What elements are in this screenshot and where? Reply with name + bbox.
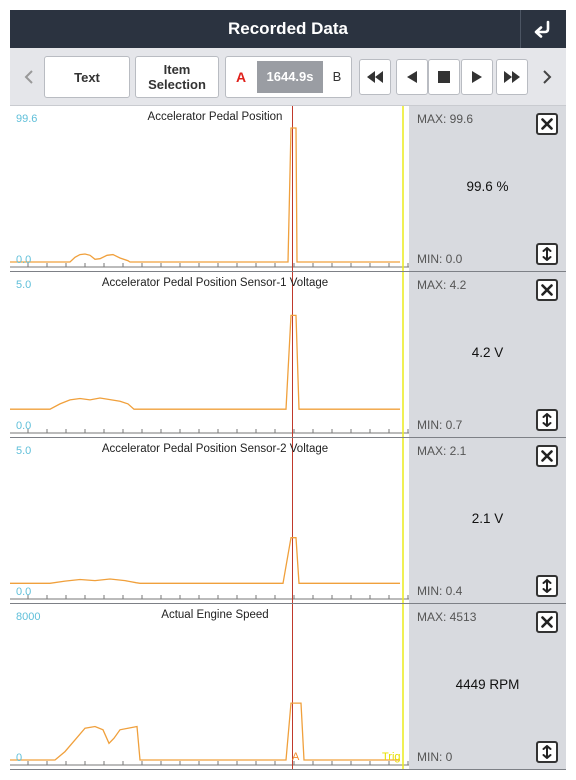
marker-a-button[interactable]: A: [235, 69, 247, 85]
value-sidebar: MAX: 2.1 2.1 V MIN: 0.4: [409, 438, 566, 603]
current-value: 99.6 %: [466, 179, 509, 194]
current-value: 4.2 V: [471, 345, 504, 360]
step-back-button[interactable]: [396, 59, 428, 95]
min-value-label: MIN: 0.0: [417, 252, 463, 266]
play-reverse-icon: [407, 71, 417, 83]
min-value-label: MIN: 0: [417, 750, 453, 764]
expand-vertical-icon: [542, 247, 552, 261]
close-panel-button[interactable]: [536, 279, 558, 301]
expand-vertical-icon: [542, 579, 552, 593]
current-value: 4449 RPM: [455, 677, 520, 692]
return-arrow-icon: [534, 20, 549, 38]
max-value-label: MAX: 2.1: [417, 444, 467, 458]
y-axis-max-label: 99.6: [16, 113, 38, 125]
fast-forward-icon: [504, 71, 520, 83]
trigger-label: Trig: [382, 751, 401, 763]
chevron-right-icon: [543, 70, 552, 84]
data-panel: 5.0 0.0 Accelerator Pedal Position Senso…: [10, 438, 566, 604]
recorded-data-screen: Recorded Data Text Item Selection A 1644…: [10, 10, 566, 772]
expand-vertical-icon: [542, 745, 552, 759]
text-view-button[interactable]: Text: [44, 56, 130, 98]
ab-marker-control: A 1644.9s B: [225, 56, 352, 98]
play-button[interactable]: [461, 59, 493, 95]
close-panel-button[interactable]: [536, 113, 558, 135]
min-value-label: MIN: 0.7: [417, 418, 463, 432]
max-value-label: MAX: 4.2: [417, 278, 467, 292]
y-axis-min-label: 0.0: [16, 420, 32, 432]
graph-svg: [10, 106, 409, 271]
expand-vertical-icon: [542, 413, 552, 427]
data-panel: 99.6 0.0 Accelerator Pedal Position MAX:…: [10, 106, 566, 272]
data-trace: [10, 537, 400, 584]
max-value-label: MAX: 4513: [417, 610, 477, 624]
graph-area[interactable]: 5.0 0.0 Accelerator Pedal Position Senso…: [10, 438, 409, 603]
close-panel-button[interactable]: [536, 611, 558, 633]
data-panel: 5.0 0.0 Accelerator Pedal Position Senso…: [10, 272, 566, 438]
graph-svg: [10, 438, 409, 603]
y-axis-max-label: 8000: [16, 611, 41, 623]
min-value-label: MIN: 0.4: [417, 584, 463, 598]
y-axis-min-label: 0.0: [16, 254, 32, 266]
close-panel-button[interactable]: [536, 445, 558, 467]
resize-panel-button[interactable]: [536, 741, 558, 763]
y-axis-max-label: 5.0: [16, 445, 32, 457]
graph-area[interactable]: 5.0 0.0 Accelerator Pedal Position Senso…: [10, 272, 409, 437]
page-title: Recorded Data: [228, 19, 348, 38]
stop-icon: [438, 71, 450, 83]
data-trace: [10, 702, 400, 761]
data-trace: [10, 314, 400, 410]
title-bar: Recorded Data: [10, 10, 566, 48]
play-icon: [472, 71, 482, 83]
back-button[interactable]: [520, 10, 566, 48]
close-icon: [541, 284, 553, 296]
scroll-right-button[interactable]: [538, 56, 556, 98]
max-value-label: MAX: 99.6: [417, 112, 474, 126]
stop-button[interactable]: [428, 59, 460, 95]
graph-svg: [10, 272, 409, 437]
y-axis-min-label: 0.0: [16, 586, 32, 598]
data-panel: 8000 0 Actual Engine Speed A Trig MAX: 45…: [10, 604, 566, 770]
graph-svg: [10, 604, 409, 769]
close-icon: [541, 118, 553, 130]
graph-area[interactable]: 8000 0 Actual Engine Speed A Trig: [10, 604, 409, 769]
y-axis-max-label: 5.0: [16, 279, 32, 291]
parameter-title: Accelerator Pedal Position: [147, 111, 283, 123]
fast-rewind-icon: [367, 71, 383, 83]
parameter-title: Accelerator Pedal Position Sensor-1 Volt…: [101, 277, 329, 289]
close-icon: [541, 450, 553, 462]
resize-panel-button[interactable]: [536, 575, 558, 597]
current-value: 2.1 V: [471, 511, 504, 526]
resize-panel-button[interactable]: [536, 409, 558, 431]
graph-area[interactable]: 99.6 0.0 Accelerator Pedal Position: [10, 106, 409, 271]
marker-b-button[interactable]: B: [332, 69, 342, 84]
parameter-title: Actual Engine Speed: [161, 609, 269, 621]
cursor-a-label: A: [292, 751, 300, 763]
chevron-left-icon: [24, 70, 33, 84]
toolbar: Text Item Selection A 1644.9s B: [10, 48, 566, 106]
fast-rewind-button[interactable]: [359, 59, 391, 95]
cursor-time-readout: 1644.9s: [257, 61, 323, 93]
y-axis-min-label: 0: [16, 752, 23, 764]
close-icon: [541, 616, 553, 628]
scroll-left-button[interactable]: [20, 56, 38, 98]
value-sidebar: MAX: 4.2 4.2 V MIN: 0.7: [409, 272, 566, 437]
fast-forward-button[interactable]: [496, 59, 528, 95]
data-trace: [10, 127, 400, 263]
value-sidebar: MAX: 99.6 99.6 % MIN: 0.0: [409, 106, 566, 271]
resize-panel-button[interactable]: [536, 243, 558, 265]
parameter-title: Accelerator Pedal Position Sensor-2 Volt…: [101, 443, 329, 455]
item-selection-button[interactable]: Item Selection: [135, 56, 219, 98]
value-sidebar: MAX: 4513 4449 RPM MIN: 0: [409, 604, 566, 769]
